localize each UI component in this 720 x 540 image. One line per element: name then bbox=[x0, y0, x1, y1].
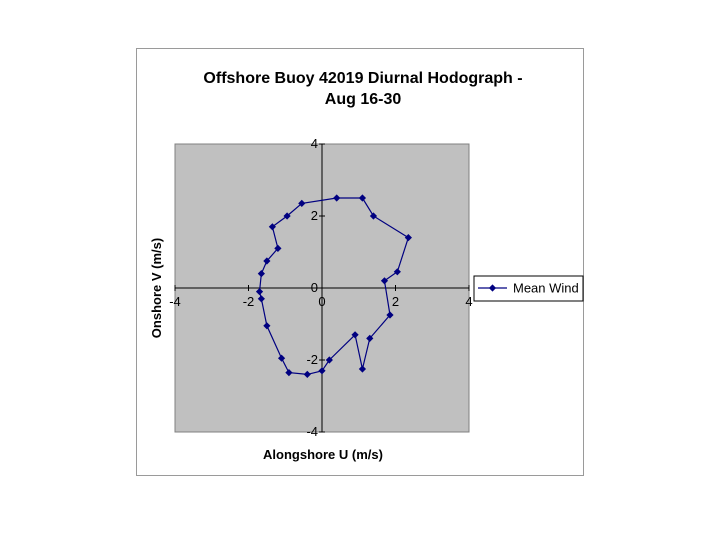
legend-label: Mean Wind bbox=[513, 281, 579, 296]
y-tick-label: 4 bbox=[311, 136, 318, 151]
legend-marker bbox=[488, 284, 497, 292]
data-point bbox=[277, 354, 286, 362]
data-point bbox=[263, 322, 271, 330]
data-point bbox=[351, 331, 359, 339]
y-tick-label: 2 bbox=[311, 208, 318, 223]
data-point bbox=[358, 365, 367, 373]
y-tick-label: -4 bbox=[306, 424, 318, 439]
data-point bbox=[333, 194, 341, 202]
data-point bbox=[318, 367, 326, 375]
data-point bbox=[404, 234, 412, 242]
x-tick-label: 4 bbox=[465, 294, 472, 309]
data-point bbox=[268, 223, 276, 231]
data-point bbox=[366, 334, 374, 342]
data-point bbox=[386, 311, 394, 319]
chart-title-line-1: Offshore Buoy 42019 Diurnal Hodograph - bbox=[203, 70, 522, 87]
legend: Mean Wind bbox=[473, 275, 584, 302]
y-axis-title: Onshore V (m/s) bbox=[149, 238, 164, 338]
data-point bbox=[285, 369, 293, 377]
data-point bbox=[393, 268, 401, 276]
data-point bbox=[358, 194, 367, 202]
data-point bbox=[263, 257, 271, 265]
y-tick-label: 0 bbox=[311, 280, 318, 295]
tick-labels: -4 -2 0 2 4 -4 -2 0 2 4 bbox=[169, 136, 472, 439]
x-tick-label: 2 bbox=[392, 294, 399, 309]
axes bbox=[174, 143, 470, 433]
data-point bbox=[369, 212, 378, 220]
data-point bbox=[303, 370, 311, 378]
chart-title-line-2: Aug 16-30 bbox=[325, 91, 402, 108]
x-tick-label: 0 bbox=[318, 294, 325, 309]
hodograph-chart: Offshore Buoy 42019 Diurnal Hodograph - … bbox=[149, 70, 584, 462]
chart-area: Offshore Buoy 42019 Diurnal Hodograph - … bbox=[136, 48, 584, 476]
x-tick-label: -4 bbox=[169, 294, 181, 309]
y-tick-label: -2 bbox=[306, 352, 318, 367]
x-tick-label: -2 bbox=[243, 294, 255, 309]
x-axis-title: Alongshore U (m/s) bbox=[263, 447, 383, 462]
